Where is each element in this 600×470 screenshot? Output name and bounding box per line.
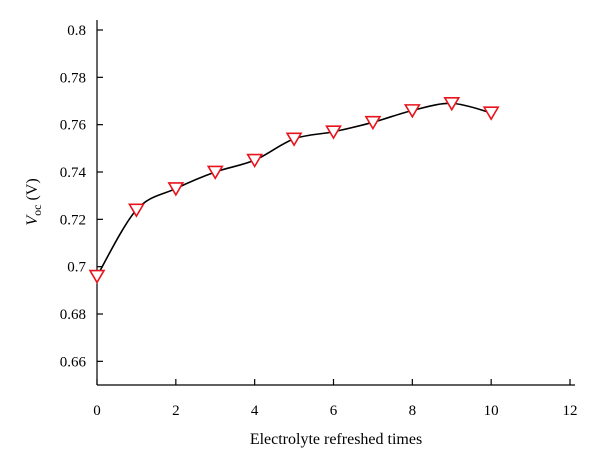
- x-ticks: 0 2 4 6 8 10 12: [93, 379, 578, 419]
- data-point: [88, 269, 106, 285]
- data-point: [167, 182, 185, 197]
- x-tick-label: 10: [484, 403, 499, 419]
- axes: [96, 20, 575, 386]
- x-axis-title: Electrolyte refreshed times: [250, 431, 422, 448]
- data-point: [325, 125, 342, 140]
- y-axis-title-sub: oc: [30, 205, 44, 216]
- x-tick-label: 6: [330, 403, 338, 419]
- y-tick-label: 0.68: [60, 307, 86, 323]
- data-point: [246, 153, 264, 169]
- fit-curve: [96, 102, 492, 277]
- y-axis-title-unit: (V): [24, 178, 41, 204]
- data-point: [285, 132, 303, 147]
- y-tick-label: 0.76: [60, 118, 87, 134]
- y-tick-label: 0.72: [60, 212, 86, 228]
- y-tick-label: 0.78: [60, 70, 86, 86]
- y-tick-label: 0.74: [60, 165, 87, 181]
- x-tick-label: 4: [251, 403, 259, 419]
- x-tick-label: 12: [563, 403, 578, 419]
- data-point: [206, 165, 224, 180]
- data-markers: [88, 96, 500, 285]
- y-axis-title: Voc (V): [24, 178, 44, 225]
- data-point: [364, 115, 382, 131]
- y-axis-title-main: V: [24, 214, 41, 226]
- data-point: [128, 203, 145, 218]
- y-tick-label: 0.8: [67, 23, 86, 39]
- data-point: [482, 106, 500, 121]
- y-tick-label: 0.7: [67, 260, 86, 276]
- data-point: [443, 96, 461, 112]
- data-point: [403, 104, 421, 119]
- x-tick-label: 2: [172, 403, 180, 419]
- y-tick-label: 0.66: [60, 354, 87, 370]
- x-tick-label: 0: [93, 403, 101, 419]
- x-tick-label: 8: [409, 403, 417, 419]
- y-ticks: 0.66 0.68 0.7 0.72 0.74 0.76 0.78 0.8: [60, 23, 103, 370]
